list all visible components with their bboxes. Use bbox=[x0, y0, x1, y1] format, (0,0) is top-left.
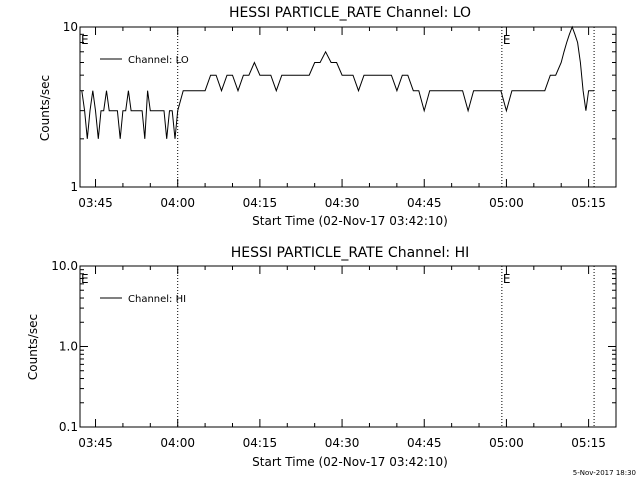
hi-plot-frame bbox=[79, 265, 617, 428]
hi-x-tick-label: 04:45 bbox=[407, 436, 442, 450]
hi-chart-title: HESSI PARTICLE_RATE Channel: HI bbox=[231, 245, 469, 261]
hi-x-axis-label: Start Time (02-Nov-17 03:42:10) bbox=[252, 455, 448, 469]
hi-y-tick-label: 1.0 bbox=[59, 340, 78, 354]
hi-x-tick-label: 05:15 bbox=[571, 436, 606, 450]
lo-x-tick-label: 05:15 bbox=[571, 196, 606, 210]
hi-y-axis-label: Counts/sec bbox=[26, 314, 40, 380]
hi-event-annotation: E bbox=[503, 272, 511, 286]
lo-legend-label: Channel: LO bbox=[128, 55, 189, 66]
hi-x-tick-label: 05:00 bbox=[489, 436, 524, 450]
lo-x-tick-label: 05:00 bbox=[489, 196, 524, 210]
hi-y-tick-label: 0.1 bbox=[59, 420, 78, 434]
lo-y-tick-label: 1 bbox=[70, 180, 78, 194]
hi-channel-panel: HESSI PARTICLE_RATE Channel: HI Start Ti… bbox=[26, 245, 617, 469]
footer-timestamp: 5-Nov-2017 18:30 bbox=[573, 469, 636, 477]
lo-x-tick-label: 04:15 bbox=[243, 196, 278, 210]
lo-plot-frame bbox=[79, 26, 617, 188]
lo-series-line bbox=[81, 25, 595, 139]
lo-event-annotation: E bbox=[81, 33, 89, 47]
hi-x-tick-label: 03:45 bbox=[78, 436, 113, 450]
hi-y-tick-label: 10.0 bbox=[51, 259, 78, 273]
lo-x-tick-label: 04:30 bbox=[325, 196, 360, 210]
lo-y-tick-label: 10 bbox=[63, 20, 78, 34]
lo-channel-panel: HESSI PARTICLE_RATE Channel: LO Start Ti… bbox=[38, 5, 617, 228]
hi-x-tick-label: 04:15 bbox=[243, 436, 278, 450]
lo-chart-title: HESSI PARTICLE_RATE Channel: LO bbox=[229, 5, 471, 21]
hi-legend-label: Channel: HI bbox=[128, 294, 186, 305]
lo-x-tick-label: 03:45 bbox=[78, 196, 113, 210]
lo-x-axis-label: Start Time (02-Nov-17 03:42:10) bbox=[252, 214, 448, 228]
lo-y-axis-label: Counts/sec bbox=[38, 75, 52, 141]
hi-event-annotation: E bbox=[81, 272, 89, 286]
hi-x-tick-label: 04:30 bbox=[325, 436, 360, 450]
lo-x-tick-label: 04:00 bbox=[160, 196, 195, 210]
lo-x-tick-label: 04:45 bbox=[407, 196, 442, 210]
hi-x-tick-label: 04:00 bbox=[160, 436, 195, 450]
lo-event-annotation: E bbox=[503, 33, 511, 47]
